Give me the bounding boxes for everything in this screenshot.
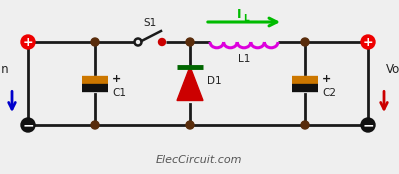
Circle shape <box>21 35 35 49</box>
Text: −: − <box>362 118 374 132</box>
Text: L1: L1 <box>238 54 250 64</box>
Text: C2: C2 <box>322 89 336 98</box>
Text: L: L <box>243 14 249 23</box>
Circle shape <box>361 35 375 49</box>
Text: S1: S1 <box>143 18 157 28</box>
Circle shape <box>301 38 309 46</box>
Text: Vout: Vout <box>386 63 399 76</box>
Text: +: + <box>23 35 33 49</box>
Circle shape <box>301 121 309 129</box>
Circle shape <box>21 118 35 132</box>
Circle shape <box>91 38 99 46</box>
Text: I: I <box>237 8 241 21</box>
Text: ElecCircuit.com: ElecCircuit.com <box>156 155 242 165</box>
Text: C1: C1 <box>112 89 126 98</box>
Circle shape <box>186 38 194 46</box>
Text: +: + <box>322 73 331 84</box>
Circle shape <box>91 121 99 129</box>
Circle shape <box>186 121 194 129</box>
Circle shape <box>158 38 166 45</box>
Text: Vin: Vin <box>0 63 10 76</box>
Text: −: − <box>22 118 34 132</box>
Text: +: + <box>112 73 121 84</box>
Polygon shape <box>177 66 203 101</box>
Text: D1: D1 <box>207 77 221 86</box>
Circle shape <box>361 118 375 132</box>
Text: +: + <box>363 35 373 49</box>
